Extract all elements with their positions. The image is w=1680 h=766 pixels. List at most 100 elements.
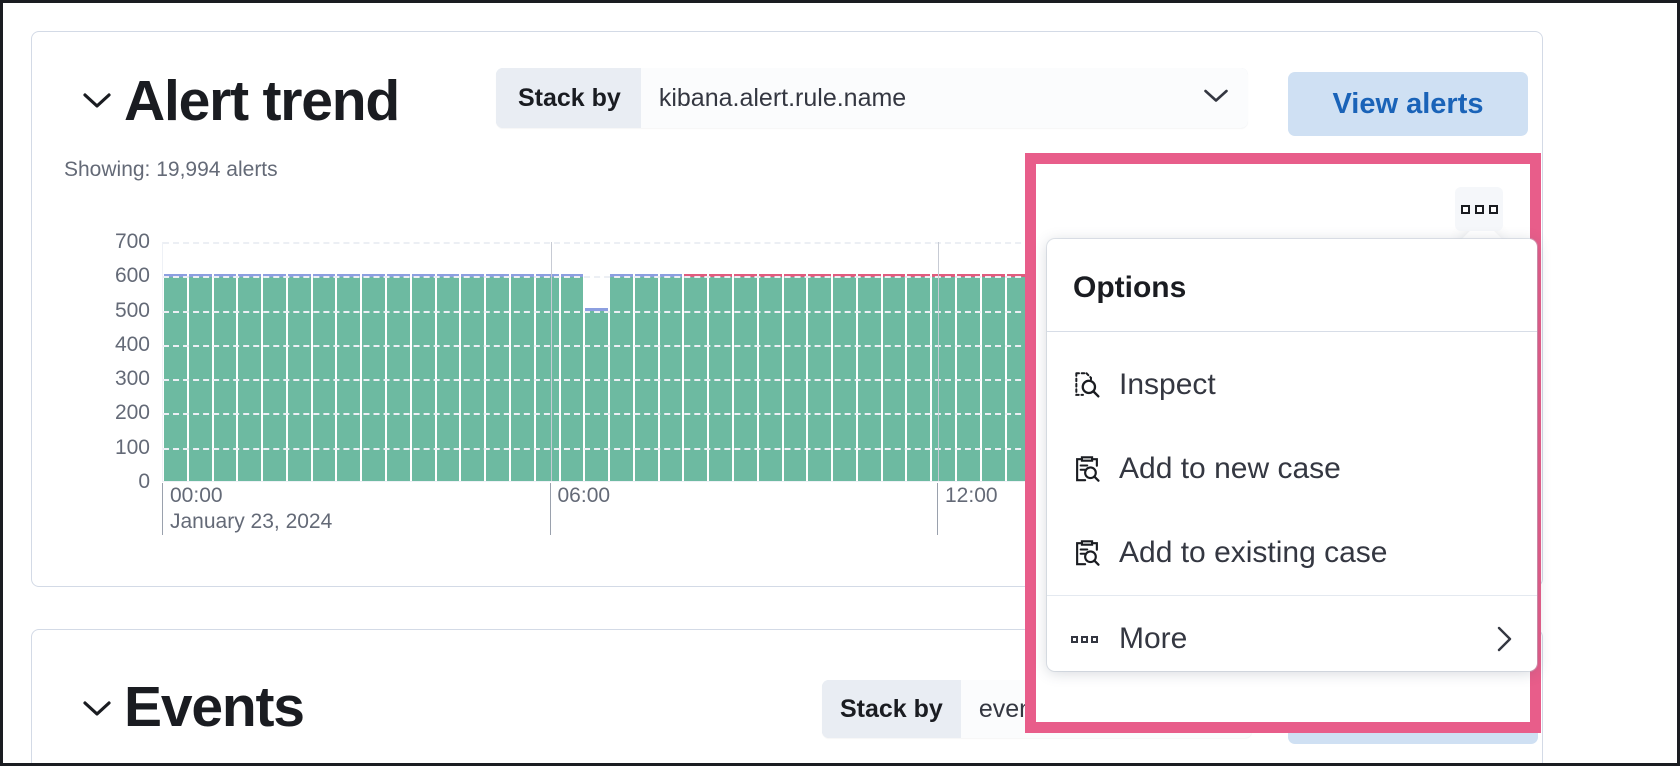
x-axis-tick: 06:00 bbox=[549, 483, 610, 535]
chevron-right-icon bbox=[1495, 624, 1515, 654]
chart-bar[interactable] bbox=[857, 242, 882, 481]
chart-bar-segment bbox=[1006, 277, 1030, 481]
chart-y-axis: 700 600 500 400 300 200 100 0 bbox=[72, 230, 158, 493]
chart-bar[interactable] bbox=[287, 242, 312, 481]
chart-bar-segment bbox=[733, 273, 757, 277]
chart-bar[interactable] bbox=[361, 242, 386, 481]
y-axis-tick: 700 bbox=[114, 230, 150, 253]
chart-bar-segment bbox=[560, 277, 584, 481]
chart-bar[interactable] bbox=[237, 242, 262, 481]
chart-bar[interactable] bbox=[163, 242, 188, 481]
chart-bar[interactable] bbox=[560, 242, 585, 481]
chart-bar[interactable] bbox=[882, 242, 907, 481]
chart-bar[interactable] bbox=[708, 242, 733, 481]
y-axis-tick: 400 bbox=[114, 332, 150, 356]
chart-bar-segment bbox=[263, 273, 286, 277]
events-collapse-toggle[interactable] bbox=[80, 692, 114, 726]
chart-bar[interactable] bbox=[510, 242, 535, 481]
chart-gridline bbox=[163, 447, 1402, 450]
alert-trend-collapse-toggle[interactable] bbox=[80, 84, 114, 118]
chart-bar-segment bbox=[907, 277, 931, 481]
chart-bar[interactable] bbox=[312, 242, 337, 481]
events-stack-by-label: Stack by bbox=[822, 680, 961, 738]
chart-bar-segment bbox=[833, 277, 856, 481]
chart-bar-segment bbox=[659, 273, 683, 277]
chart-gridline bbox=[163, 310, 1402, 313]
menu-item-inspect[interactable]: Inspect bbox=[1047, 343, 1537, 427]
y-axis-tick: 200 bbox=[114, 401, 150, 425]
chart-bar-segment bbox=[808, 277, 832, 481]
chart-bar[interactable] bbox=[634, 242, 659, 481]
chart-bar-segment bbox=[287, 277, 311, 481]
chart-gridline bbox=[163, 344, 1402, 347]
chart-bar[interactable] bbox=[906, 242, 931, 481]
chart-bar[interactable] bbox=[783, 242, 808, 481]
inspect-icon bbox=[1071, 369, 1119, 401]
chart-bar[interactable] bbox=[411, 242, 436, 481]
stack-by-label: Stack by bbox=[496, 68, 641, 128]
chart-bar[interactable] bbox=[733, 242, 758, 481]
chart-bar[interactable] bbox=[188, 242, 213, 481]
chart-bar-segment bbox=[981, 277, 1005, 481]
chart-bar[interactable] bbox=[336, 242, 361, 481]
boxes-horizontal-icon bbox=[1071, 635, 1119, 643]
y-axis-tick: 100 bbox=[114, 435, 150, 459]
chart-gridline bbox=[163, 242, 1402, 244]
chart-bar-segment bbox=[857, 277, 881, 481]
chart-bar[interactable] bbox=[436, 242, 461, 481]
chart-bar-segment bbox=[387, 273, 410, 277]
stack-by-control[interactable]: Stack by kibana.alert.rule.name bbox=[496, 68, 1248, 128]
chart-bar[interactable] bbox=[807, 242, 832, 481]
menu-separator bbox=[1047, 595, 1537, 596]
chart-bar-segment bbox=[1006, 273, 1030, 277]
menu-item-more[interactable]: More bbox=[1047, 597, 1537, 681]
chart-bar[interactable] bbox=[683, 242, 708, 481]
chart-bar-segment bbox=[436, 277, 460, 481]
chart-bar[interactable] bbox=[535, 242, 560, 481]
chart-gridline bbox=[163, 379, 1402, 382]
stack-by-dropdown-toggle[interactable] bbox=[1184, 68, 1248, 128]
chart-bar[interactable] bbox=[609, 242, 634, 481]
chart-bar[interactable] bbox=[981, 242, 1006, 481]
stack-by-value[interactable]: kibana.alert.rule.name bbox=[640, 68, 1184, 128]
chart-bar-segment bbox=[882, 273, 906, 277]
chart-bar[interactable] bbox=[832, 242, 857, 481]
chart-bar-segment bbox=[610, 277, 633, 481]
view-alerts-button[interactable]: View alerts bbox=[1288, 72, 1528, 136]
chart-bar-segment bbox=[510, 277, 534, 481]
chart-bar[interactable] bbox=[485, 242, 510, 481]
chart-bar-segment bbox=[957, 277, 980, 481]
chart-bar-segment bbox=[337, 273, 361, 277]
chart-gridline bbox=[163, 276, 1402, 279]
chart-bar[interactable] bbox=[758, 242, 783, 481]
chart-bar-segment bbox=[535, 273, 559, 277]
menu-item-label: Inspect bbox=[1119, 368, 1216, 401]
chart-bar[interactable] bbox=[659, 242, 684, 481]
menu-item-add-to-existing-case[interactable]: Add to existing case bbox=[1047, 511, 1537, 595]
chart-bar-segment bbox=[907, 273, 931, 277]
events-title: Events bbox=[124, 675, 305, 739]
chart-bar[interactable] bbox=[262, 242, 287, 481]
chart-bar[interactable] bbox=[931, 242, 956, 481]
chart-options-button[interactable] bbox=[1455, 187, 1503, 231]
chart-bar-segment bbox=[634, 277, 658, 481]
chart-bar-segment bbox=[709, 277, 732, 481]
x-axis-tick: 12:00 bbox=[937, 483, 998, 535]
chart-bar-segment bbox=[411, 277, 435, 481]
chart-bar-segment bbox=[188, 277, 212, 481]
popover-title: Options bbox=[1073, 271, 1187, 304]
chart-bar[interactable] bbox=[460, 242, 485, 481]
menu-item-add-to-new-case[interactable]: Add to new case bbox=[1047, 427, 1537, 511]
chart-bar[interactable] bbox=[1006, 242, 1031, 481]
chart-bar-segment bbox=[783, 273, 807, 277]
chart-bar[interactable] bbox=[386, 242, 411, 481]
chart-bar[interactable] bbox=[956, 242, 981, 481]
chart-bar[interactable] bbox=[584, 242, 609, 481]
y-axis-tick: 600 bbox=[114, 264, 150, 288]
chart-bar[interactable] bbox=[213, 242, 238, 481]
chart-bar-segment bbox=[461, 273, 485, 277]
chart-bar-segment bbox=[362, 273, 386, 277]
case-icon bbox=[1071, 537, 1119, 569]
chart-bar-segment bbox=[758, 273, 782, 277]
chart-bar-segment bbox=[164, 277, 187, 481]
